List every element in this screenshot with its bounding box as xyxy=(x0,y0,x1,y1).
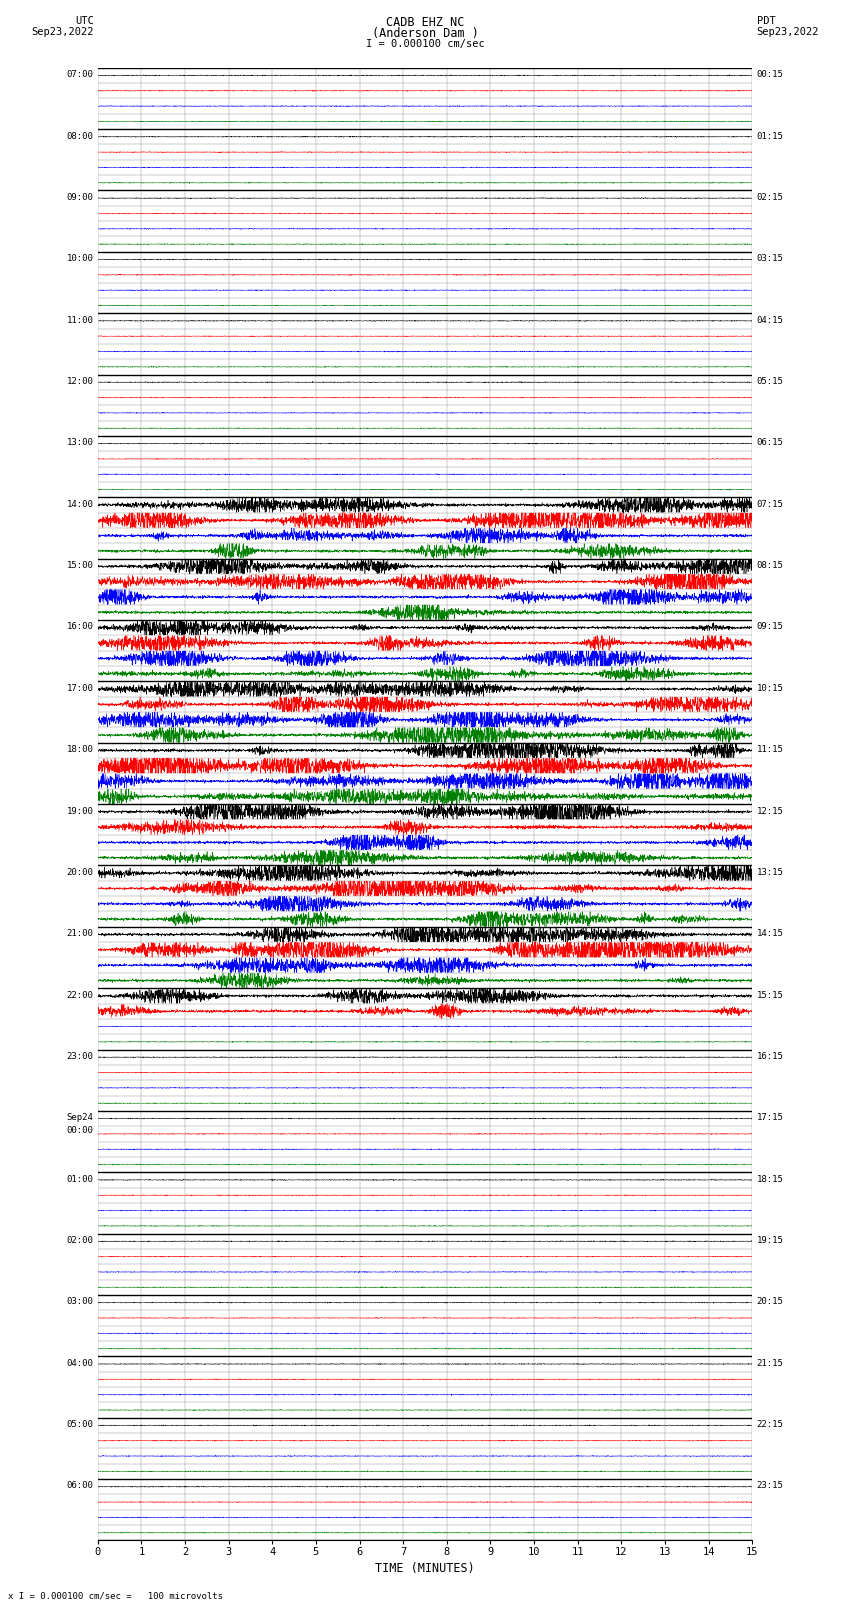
Text: 17:15: 17:15 xyxy=(756,1113,784,1123)
Text: 05:00: 05:00 xyxy=(66,1419,94,1429)
Text: 23:00: 23:00 xyxy=(66,1052,94,1061)
Text: 02:00: 02:00 xyxy=(66,1236,94,1245)
Text: 04:00: 04:00 xyxy=(66,1358,94,1368)
Text: 02:15: 02:15 xyxy=(756,194,784,202)
Text: 15:00: 15:00 xyxy=(66,561,94,569)
Text: 22:00: 22:00 xyxy=(66,990,94,1000)
Text: 14:00: 14:00 xyxy=(66,500,94,508)
Text: 10:00: 10:00 xyxy=(66,255,94,263)
Text: 06:00: 06:00 xyxy=(66,1481,94,1490)
Text: 05:15: 05:15 xyxy=(756,377,784,386)
Text: Sep23,2022: Sep23,2022 xyxy=(31,27,94,37)
Text: 19:15: 19:15 xyxy=(756,1236,784,1245)
Text: 03:15: 03:15 xyxy=(756,255,784,263)
X-axis label: TIME (MINUTES): TIME (MINUTES) xyxy=(375,1561,475,1574)
Text: I = 0.000100 cm/sec: I = 0.000100 cm/sec xyxy=(366,39,484,48)
Text: 19:00: 19:00 xyxy=(66,806,94,816)
Text: 13:15: 13:15 xyxy=(756,868,784,877)
Text: 09:00: 09:00 xyxy=(66,194,94,202)
Text: UTC: UTC xyxy=(75,16,94,26)
Text: 16:15: 16:15 xyxy=(756,1052,784,1061)
Text: 01:15: 01:15 xyxy=(756,132,784,140)
Text: 08:15: 08:15 xyxy=(756,561,784,569)
Text: 03:00: 03:00 xyxy=(66,1297,94,1307)
Text: 08:00: 08:00 xyxy=(66,132,94,140)
Text: 10:15: 10:15 xyxy=(756,684,784,692)
Text: 16:00: 16:00 xyxy=(66,623,94,631)
Text: 06:15: 06:15 xyxy=(756,439,784,447)
Text: 12:15: 12:15 xyxy=(756,806,784,816)
Text: 23:15: 23:15 xyxy=(756,1481,784,1490)
Text: 00:15: 00:15 xyxy=(756,71,784,79)
Text: 18:15: 18:15 xyxy=(756,1174,784,1184)
Text: 01:00: 01:00 xyxy=(66,1174,94,1184)
Text: Sep24: Sep24 xyxy=(66,1113,94,1123)
Text: 22:15: 22:15 xyxy=(756,1419,784,1429)
Text: 04:15: 04:15 xyxy=(756,316,784,324)
Text: 13:00: 13:00 xyxy=(66,439,94,447)
Text: PDT: PDT xyxy=(756,16,775,26)
Text: 07:00: 07:00 xyxy=(66,71,94,79)
Text: 20:00: 20:00 xyxy=(66,868,94,877)
Text: 21:00: 21:00 xyxy=(66,929,94,939)
Text: Sep23,2022: Sep23,2022 xyxy=(756,27,819,37)
Text: x I = 0.000100 cm/sec =   100 microvolts: x I = 0.000100 cm/sec = 100 microvolts xyxy=(8,1590,224,1600)
Text: 09:15: 09:15 xyxy=(756,623,784,631)
Text: CADB EHZ NC: CADB EHZ NC xyxy=(386,16,464,29)
Text: 11:15: 11:15 xyxy=(756,745,784,755)
Text: 21:15: 21:15 xyxy=(756,1358,784,1368)
Text: (Anderson Dam ): (Anderson Dam ) xyxy=(371,27,479,40)
Text: 18:00: 18:00 xyxy=(66,745,94,755)
Text: 07:15: 07:15 xyxy=(756,500,784,508)
Text: 15:15: 15:15 xyxy=(756,990,784,1000)
Text: 12:00: 12:00 xyxy=(66,377,94,386)
Text: 00:00: 00:00 xyxy=(66,1126,94,1136)
Text: 17:00: 17:00 xyxy=(66,684,94,692)
Text: 11:00: 11:00 xyxy=(66,316,94,324)
Text: 20:15: 20:15 xyxy=(756,1297,784,1307)
Text: 14:15: 14:15 xyxy=(756,929,784,939)
